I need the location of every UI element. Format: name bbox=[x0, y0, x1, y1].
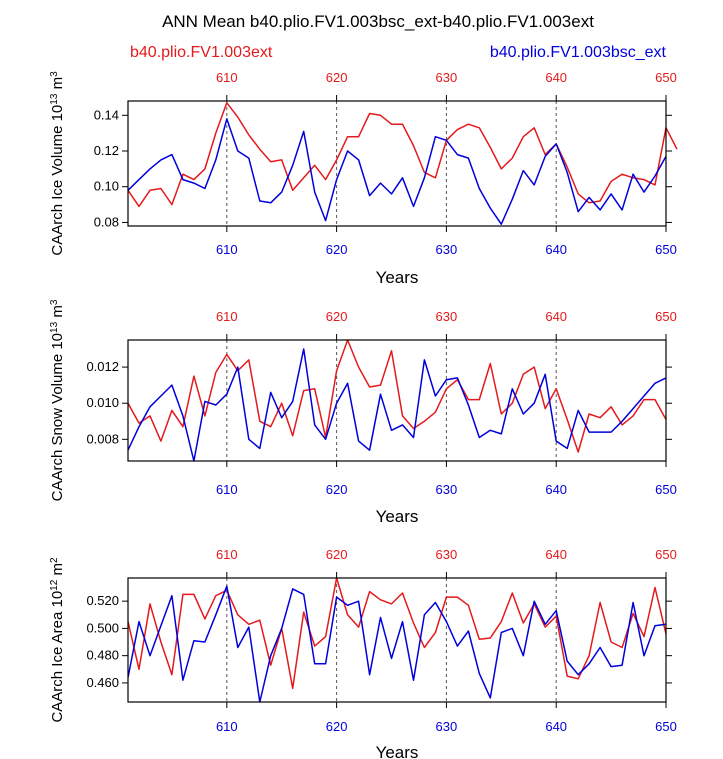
series-line-bsc-ext bbox=[127, 348, 667, 462]
ytick-label: 0.500 bbox=[86, 620, 119, 635]
xtick-label-top: 640 bbox=[545, 309, 567, 324]
panels: 0.08 0.10 0.12 0.14 610 610 620 620 630 630 640 640… bbox=[49, 70, 678, 759]
xtick-label-bottom: 650 bbox=[655, 719, 677, 734]
xtick-label-top: 650 bbox=[655, 547, 677, 562]
x-axis-label: Years bbox=[376, 743, 419, 759]
ytick-label: 0.460 bbox=[86, 675, 119, 690]
xtick-label-bottom: 630 bbox=[436, 482, 458, 497]
xtick-label-bottom: 650 bbox=[655, 242, 677, 257]
ytick-label: 0.480 bbox=[86, 648, 119, 663]
xtick-label-bottom: 640 bbox=[545, 482, 567, 497]
x-axis-label: Years bbox=[376, 507, 419, 526]
y-axis-label: CAArch Ice Area 1012 m2 bbox=[49, 557, 67, 723]
xtick-label-bottom: 610 bbox=[216, 242, 238, 257]
xtick-label-bottom: 620 bbox=[326, 242, 348, 257]
xtick-label-bottom: 620 bbox=[326, 719, 348, 734]
figure-title: ANN Mean b40.plio.FV1.003bsc_ext-b40.pli… bbox=[162, 12, 594, 31]
xtick-label-top: 620 bbox=[326, 309, 348, 324]
legend-red: b40.plio.FV1.003ext bbox=[130, 44, 273, 61]
xtick-label-top: 610 bbox=[216, 547, 238, 562]
xtick-label-bottom: 640 bbox=[545, 719, 567, 734]
xtick-label-bottom: 640 bbox=[545, 242, 567, 257]
ytick-label: 0.010 bbox=[86, 395, 119, 410]
xtick-label-bottom: 610 bbox=[216, 482, 238, 497]
xtick-label-top: 640 bbox=[545, 547, 567, 562]
ytick-label: 0.12 bbox=[94, 143, 119, 158]
series-line-ext bbox=[127, 577, 667, 690]
ytick-label: 0.012 bbox=[86, 359, 119, 374]
panel-snow-volume: 0.008 0.010 0.012 610 610 620 620 630 630 640 640 6… bbox=[49, 299, 677, 526]
legend-blue: b40.plio.FV1.003bsc_ext bbox=[490, 44, 667, 61]
plot-frame bbox=[127, 577, 667, 703]
series-line-bsc-ext bbox=[127, 118, 667, 225]
panel-ice-area: 0.460 0.480 0.500 0.520 610 610 620 620 630 630 64… bbox=[49, 547, 677, 759]
xtick-label-top: 630 bbox=[436, 309, 458, 324]
xtick-label-top: 610 bbox=[216, 309, 238, 324]
ytick-label: 0.520 bbox=[86, 593, 119, 608]
series-line-ext bbox=[127, 339, 667, 453]
xtick-label-top: 650 bbox=[655, 309, 677, 324]
xtick-label-bottom: 650 bbox=[655, 482, 677, 497]
ytick-label: 0.008 bbox=[86, 431, 119, 446]
series-line-bsc-ext bbox=[127, 585, 667, 703]
xtick-label-bottom: 630 bbox=[436, 242, 458, 257]
series-line-ext bbox=[127, 102, 678, 208]
xtick-label-top: 620 bbox=[326, 70, 348, 85]
ytick-label: 0.10 bbox=[94, 179, 119, 194]
xtick-label-bottom: 630 bbox=[436, 719, 458, 734]
xtick-label-top: 630 bbox=[436, 70, 458, 85]
xtick-label-top: 620 bbox=[326, 547, 348, 562]
xtick-label-bottom: 610 bbox=[216, 719, 238, 734]
plot-frame bbox=[127, 339, 667, 462]
plot-frame bbox=[127, 100, 667, 227]
ytick-label: 0.08 bbox=[94, 214, 119, 229]
panel-ice-volume: 0.08 0.10 0.12 0.14 610 610 620 620 630 630 640 640… bbox=[49, 70, 678, 287]
x-axis-label: Years bbox=[376, 268, 419, 287]
y-axis-label: CAArch Snow Volume 1013 m3 bbox=[49, 299, 67, 501]
xtick-label-top: 630 bbox=[436, 547, 458, 562]
ytick-label: 0.14 bbox=[94, 107, 119, 122]
xtick-label-top: 640 bbox=[545, 70, 567, 85]
xtick-label-top: 650 bbox=[655, 70, 677, 85]
y-axis-label: CAArch Ice Volume 1013 m3 bbox=[49, 71, 67, 256]
xtick-label-top: 610 bbox=[216, 70, 238, 85]
xtick-label-bottom: 620 bbox=[326, 482, 348, 497]
